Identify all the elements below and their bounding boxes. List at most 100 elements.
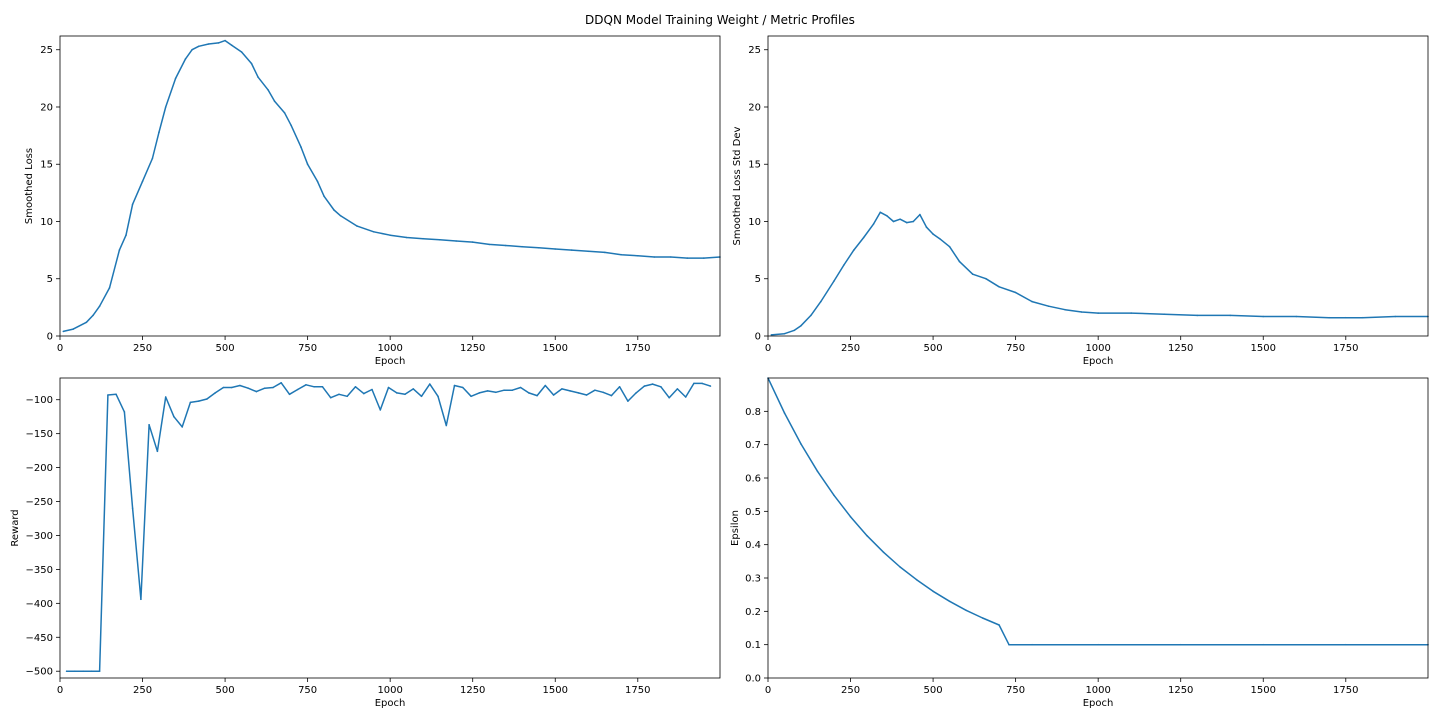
y-tick-label: −300 — [26, 531, 53, 542]
data-point — [148, 424, 150, 426]
x-tick-label: 500 — [216, 685, 235, 696]
data-point — [437, 395, 439, 398]
data-point — [239, 384, 241, 387]
data-point — [853, 249, 855, 251]
y-tick-label: 0 — [47, 332, 53, 343]
x-tick-label: 1500 — [1251, 343, 1276, 354]
data-point — [587, 250, 590, 253]
data-point — [404, 393, 406, 396]
data-point — [879, 211, 882, 214]
data-point — [296, 388, 299, 391]
data-point — [98, 305, 101, 308]
x-tick-label: 250 — [841, 343, 860, 354]
data-point — [174, 77, 177, 80]
data-point — [709, 385, 712, 387]
data-point — [693, 382, 695, 385]
data-point — [453, 384, 456, 387]
data-point — [338, 393, 340, 396]
data-point — [405, 236, 408, 239]
data-point — [1097, 312, 1099, 314]
y-tick-label: −200 — [26, 463, 53, 474]
data-point — [346, 395, 349, 398]
x-tick-label: 1250 — [1168, 343, 1193, 354]
data-point — [1361, 316, 1364, 319]
data-point — [998, 286, 1000, 288]
data-point — [800, 443, 802, 445]
y-tick-label: 0.5 — [745, 507, 761, 518]
data-point — [684, 396, 687, 398]
subplots: 0 250 500 750 1000 1250 1500 17500510152025Epoc… — [10, 35, 1429, 709]
data-point — [197, 400, 200, 402]
y-tick-label: 25 — [748, 45, 761, 56]
data-point — [635, 392, 637, 394]
data-point — [981, 617, 984, 619]
data-point — [1295, 315, 1298, 318]
data-point — [627, 400, 629, 402]
data-point — [503, 389, 505, 392]
data-point — [1130, 312, 1132, 314]
y-tick-label: 5 — [755, 274, 761, 285]
x-tick-label: 750 — [298, 685, 317, 696]
x-tick-label: 1000 — [1085, 343, 1110, 354]
data-point — [1196, 314, 1198, 317]
y-tick-label: 20 — [748, 102, 761, 113]
data-point — [240, 51, 243, 53]
data-point — [214, 392, 216, 394]
x-axis-label: Epoch — [375, 356, 406, 367]
data-point — [783, 412, 786, 414]
y-tick-label: 0.3 — [745, 574, 761, 585]
data-point — [793, 329, 796, 332]
y-tick-label: −350 — [26, 565, 53, 576]
data-point — [191, 48, 193, 51]
data-point — [770, 334, 773, 336]
x-tick-label: 1500 — [543, 343, 568, 354]
data-point — [833, 494, 835, 497]
data-point — [866, 534, 868, 537]
data-point — [158, 131, 160, 133]
data-point — [412, 388, 415, 390]
data-point — [230, 44, 233, 46]
data-point — [1097, 643, 1099, 646]
data-point — [125, 234, 127, 236]
data-point — [255, 390, 258, 393]
data-point — [257, 76, 259, 78]
data-point — [85, 321, 88, 324]
data-point — [912, 220, 915, 223]
y-tick-label: 0.4 — [745, 540, 761, 551]
subplot-3: 0 250 500 750 1000 1250 1500 1750 −500 −450 −400 −3… — [10, 377, 721, 709]
x-tick-label: 750 — [298, 343, 317, 354]
x-tick-label: 1250 — [460, 685, 485, 696]
x-tick-label: 0 — [765, 343, 771, 354]
y-tick-label: −100 — [26, 395, 53, 406]
data-point — [1031, 643, 1033, 646]
data-point — [263, 387, 266, 390]
data-point — [862, 236, 865, 239]
data-point — [288, 393, 291, 396]
data-point — [372, 231, 375, 233]
x-tick-label: 0 — [765, 685, 771, 696]
data-point — [561, 388, 563, 390]
data-point — [653, 256, 656, 258]
data-point — [273, 100, 276, 103]
x-tick-label: 1000 — [377, 685, 402, 696]
x-tick-label: 250 — [133, 343, 152, 354]
subplot-1: 0 250 500 750 1000 1250 1500 1750 0 5 10 15 20 25 Epoc… — [24, 35, 721, 367]
data-point — [932, 590, 934, 593]
y-tick-label: 0.1 — [745, 640, 761, 651]
y-tick-label: 20 — [40, 102, 53, 113]
data-point — [905, 221, 908, 224]
data-point — [882, 551, 885, 554]
data-point — [313, 386, 316, 388]
data-point — [478, 392, 481, 394]
data-point — [486, 390, 489, 392]
y-tick-label: −250 — [26, 497, 53, 508]
data-point — [519, 386, 522, 389]
data-point — [131, 507, 134, 510]
y-tick-label: 0.8 — [745, 407, 761, 418]
data-point — [1394, 315, 1397, 318]
data-point — [316, 180, 319, 183]
y-tick-label: −500 — [26, 667, 53, 678]
data-point — [488, 243, 491, 246]
y-tick-label: 0.6 — [745, 474, 761, 485]
